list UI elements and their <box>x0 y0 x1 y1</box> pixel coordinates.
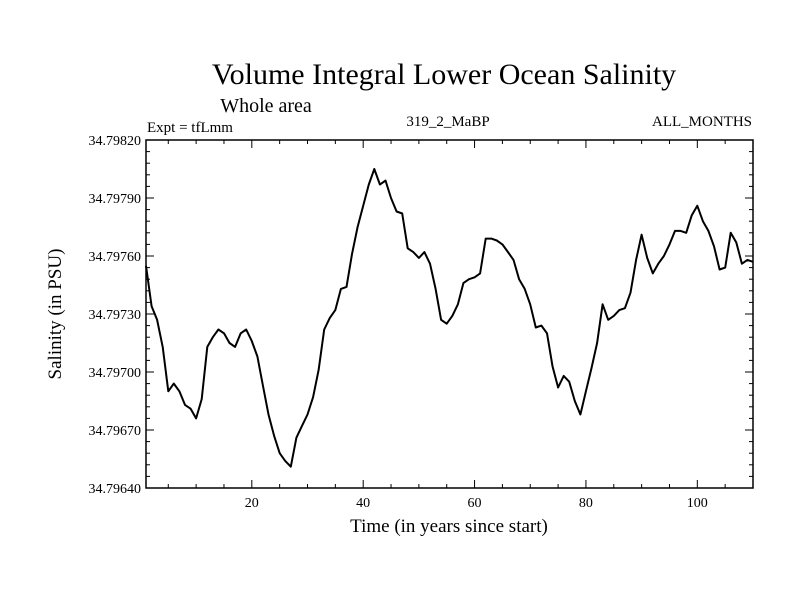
x-tick-label: 20 <box>245 496 259 511</box>
x-axis-label: Time (in years since start) <box>350 516 548 537</box>
run-label: 319_2_MaBP <box>406 114 489 130</box>
x-tick-label: 100 <box>687 496 708 511</box>
axes: 34.79640 34.79670 34.79700 34.79730 34.79760… <box>89 134 754 511</box>
period-label: ALL_MONTHS <box>652 114 752 130</box>
y-axis-label: Salinity (in PSU) <box>45 249 66 380</box>
x-tick-label: 40 <box>356 496 370 511</box>
y-tick-label: 34.79730 <box>89 308 142 323</box>
y-tick-label: 34.79790 <box>89 192 142 207</box>
chart-subtitle: Whole area <box>220 95 312 117</box>
plot-frame <box>145 139 754 489</box>
y-tick-label: 34.79820 <box>89 134 142 149</box>
x-tick-label: 80 <box>579 496 593 511</box>
y-tick-label: 34.79640 <box>89 482 142 497</box>
y-tick-label: 34.79700 <box>89 366 142 381</box>
y-tick-label: 34.79760 <box>89 250 142 265</box>
y-tick-label: 34.79670 <box>89 424 142 439</box>
x-tick-label: 60 <box>468 496 482 511</box>
chart-title: Volume Integral Lower Ocean Salinity <box>212 58 676 91</box>
experiment-label: Expt = tfLmm <box>147 120 233 136</box>
salinity-series-line <box>145 168 754 468</box>
